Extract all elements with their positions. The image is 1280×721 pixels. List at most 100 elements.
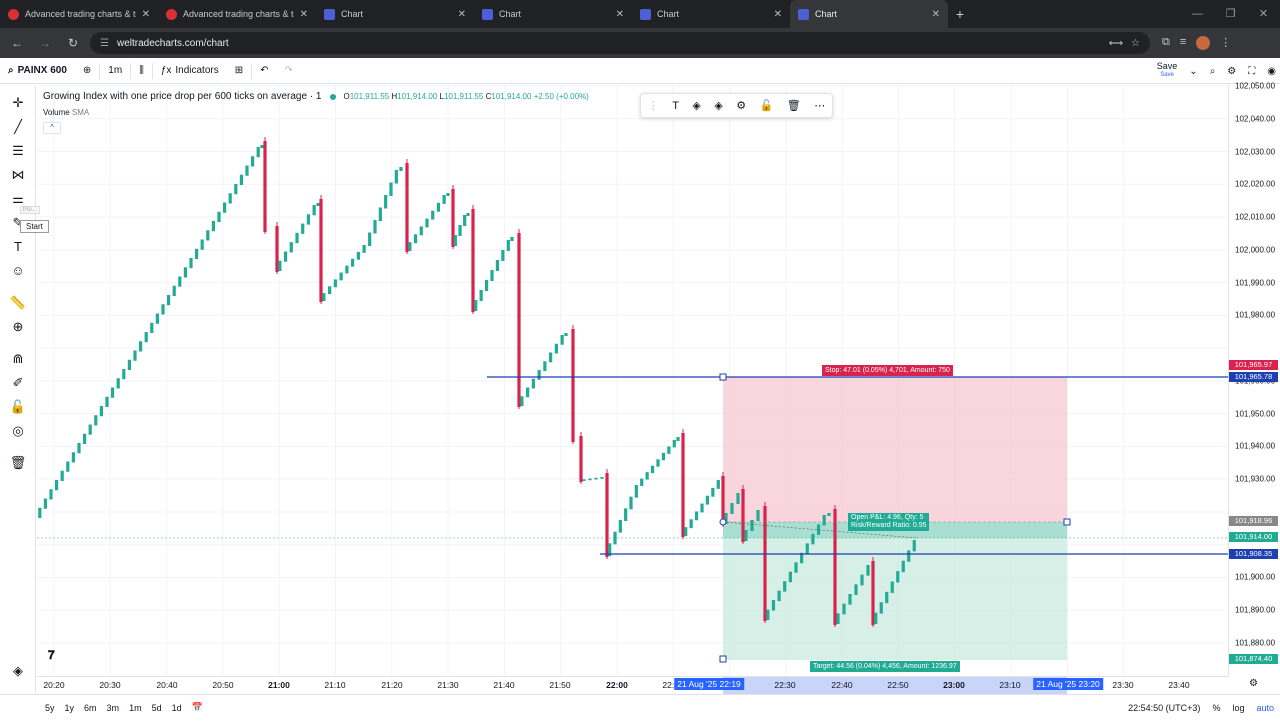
trend-line-icon[interactable]: ╱ (14, 119, 22, 134)
browser-tab-active[interactable]: Chart ✕ (790, 0, 948, 28)
close-tab-icon[interactable]: ✕ (773, 8, 782, 20)
range-3m[interactable]: 3m (106, 702, 120, 713)
save-menu-chevron-icon[interactable]: ⌄ (1189, 65, 1198, 77)
entry-handle[interactable] (719, 518, 727, 526)
volume-legend[interactable]: Volume SMA (43, 108, 90, 117)
undo-icon[interactable]: ↶ (260, 65, 269, 76)
close-tab-icon[interactable]: ✕ (299, 8, 308, 20)
camera-icon[interactable]: ◉ (1267, 65, 1276, 77)
browser-tab[interactable]: Advanced trading charts & tools✕ (0, 0, 158, 28)
browser-tab[interactable]: Chart ✕ (632, 0, 790, 28)
emoji-icon[interactable]: ☺ (11, 263, 25, 278)
browser-tab[interactable]: Chart ✕ (474, 0, 632, 28)
close-tab-icon[interactable]: ✕ (615, 8, 624, 20)
axis-settings-icon[interactable]: ⚙ (1249, 678, 1258, 689)
fullscreen-icon[interactable]: ⛶ (1248, 65, 1256, 77)
log-toggle[interactable]: log (1232, 703, 1245, 713)
price-axis[interactable]: 102,050.00 102,040.00 102,030.00 102,020.00… (1228, 82, 1280, 676)
hide-drawings-icon[interactable]: ◎ (12, 423, 24, 438)
interval-button[interactable]: 1m (108, 65, 123, 76)
profile-avatar[interactable] (1196, 36, 1211, 50)
text-tool-icon[interactable]: T (14, 239, 22, 254)
save-button[interactable]: Save Save (1156, 61, 1178, 79)
range-1m[interactable]: 1m (129, 702, 142, 713)
range-6m[interactable]: 6m (84, 702, 97, 713)
redo-icon[interactable]: ↷ (284, 65, 293, 76)
indicators-button[interactable]: ƒx Indicators (160, 65, 219, 76)
minimize-icon[interactable]: — (1192, 8, 1203, 20)
close-tab-icon[interactable]: ✕ (141, 8, 150, 20)
patterns-icon[interactable]: ⋈ (11, 167, 25, 182)
drag-handle-icon[interactable]: ⋮ (647, 100, 659, 112)
forward-icon[interactable]: → (39, 36, 51, 50)
stop-handle[interactable] (719, 373, 727, 381)
url-field[interactable]: ☰ weltradecharts.com/chart ⟷ ☆ (90, 32, 1150, 54)
object-tree-icon[interactable]: ◈ (13, 663, 23, 678)
time-tick-label: 20:30 (99, 680, 121, 690)
close-tab-icon[interactable]: ✕ (931, 8, 940, 20)
crosshair-icon[interactable]: ✛ (12, 95, 24, 110)
back-icon[interactable]: ← (11, 36, 23, 50)
brush-icon[interactable]: ✎ (12, 215, 24, 230)
candle-type-icon[interactable]: ⫼ (139, 65, 144, 76)
price-chart[interactable] (37, 85, 1228, 676)
zoom-in-icon[interactable]: ⊕ (12, 319, 24, 334)
more-icon[interactable]: ⋯ (814, 100, 826, 112)
candle-up (594, 477, 598, 480)
delete-icon[interactable]: 🗑 (786, 100, 801, 112)
compare-symbol-icon[interactable]: ⊕ (82, 65, 92, 76)
layouts-icon[interactable]: ⊞ (234, 65, 244, 76)
candle-up (520, 396, 524, 406)
close-window-icon[interactable]: ✕ (1258, 8, 1269, 20)
line-color-icon[interactable]: ◈ (714, 100, 723, 112)
magnet-icon[interactable]: ⋒ (12, 351, 24, 366)
time-axis[interactable]: 20:20 20:30 20:40 20:50 21:00 21:10 21:20 21:30… (37, 676, 1228, 694)
text-icon[interactable]: T (672, 99, 679, 112)
tradingview-logo-icon[interactable]: 𝟕 (48, 648, 55, 662)
fib-retracement-icon[interactable]: ☰ (12, 143, 24, 158)
price-tag-entry: 101,918.96 (1229, 516, 1278, 526)
settings-icon[interactable]: ⚙ (736, 100, 747, 112)
range-5y[interactable]: 5y (45, 702, 55, 713)
width-handle[interactable] (1063, 518, 1071, 526)
browser-tab[interactable]: Advanced trading charts & tools✕ (158, 0, 316, 28)
lock-all-icon[interactable]: 🔓 (9, 399, 27, 414)
clock[interactable]: 22:54:50 (UTC+3) (1128, 703, 1201, 713)
extensions-icon[interactable]: ⧉ (1162, 36, 1170, 48)
symbol-search[interactable]: ⌕ PAINX 600 (8, 65, 67, 76)
site-info-icon[interactable]: ☰ (100, 37, 109, 49)
price-tag-current: 101,914.00 (1229, 532, 1278, 542)
range-1y[interactable]: 1y (64, 702, 75, 713)
browser-tab[interactable]: Chart ✕ (316, 0, 474, 28)
translate-icon[interactable]: ⟷ (1108, 37, 1124, 49)
candle-up (133, 350, 137, 361)
lock-drawing-icon[interactable]: ✐ (12, 375, 24, 390)
candle-up (251, 156, 255, 167)
range-1d[interactable]: 1d (171, 702, 182, 713)
trash-icon[interactable]: 🗑 (9, 455, 27, 470)
ruler-icon[interactable]: 📏 (9, 295, 27, 310)
target-handle[interactable] (719, 655, 727, 663)
candle-up (600, 477, 604, 479)
close-tab-icon[interactable]: ✕ (457, 8, 466, 20)
range-5d[interactable]: 5d (151, 702, 162, 713)
candle-up (650, 465, 655, 474)
goto-date-icon[interactable]: 📅 (191, 702, 203, 712)
candle-up (777, 590, 781, 602)
price-tick-label: 102,000.00 (1235, 245, 1276, 255)
lock-icon[interactable]: 🔓 (759, 100, 774, 112)
bookmark-star-icon[interactable]: ☆ (1131, 37, 1140, 49)
browser-menu-icon[interactable]: ⋮ (1220, 37, 1232, 49)
reading-list-icon[interactable]: ≡ (1179, 36, 1187, 48)
candle-up (245, 165, 249, 176)
quick-search-icon[interactable]: ⌕ (1209, 65, 1216, 77)
reload-icon[interactable]: ↻ (67, 36, 79, 50)
settings-gear-icon[interactable]: ⚙ (1227, 65, 1237, 77)
fill-color-icon[interactable]: ◈ (692, 100, 701, 112)
prediction-tools-icon[interactable]: ⚌ (12, 191, 24, 206)
new-tab-button[interactable]: + (955, 6, 965, 22)
auto-toggle[interactable]: auto (1256, 703, 1274, 713)
maximize-icon[interactable]: ❐ (1225, 8, 1236, 20)
collapse-legend-button[interactable]: ^ (43, 122, 61, 134)
percent-toggle[interactable]: % (1212, 703, 1221, 713)
